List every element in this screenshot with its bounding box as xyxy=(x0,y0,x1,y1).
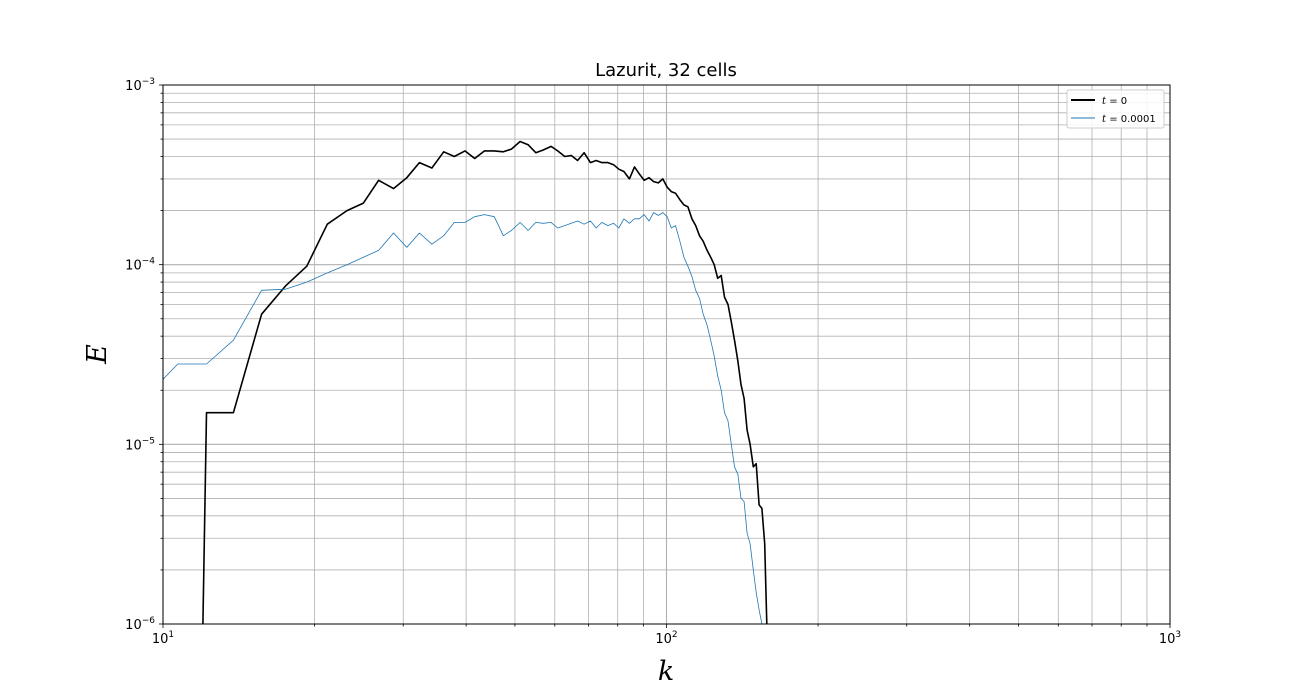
legend: t = 0 t = 0.0001 xyxy=(1066,89,1165,129)
y-tick-label: 10−3 xyxy=(125,77,155,94)
series-line-1 xyxy=(163,212,772,624)
chart-title: Lazurit, 32 cells xyxy=(595,60,737,81)
y-tick-label: 10−4 xyxy=(125,257,155,274)
y-axis-label: E xyxy=(82,344,113,365)
y-tick-label: 10−5 xyxy=(125,436,155,453)
x-tick-label: 101 xyxy=(152,630,174,647)
x-axis-label: k xyxy=(658,656,674,687)
legend-label-t0: t = 0 xyxy=(1102,96,1127,107)
legend-label-t0001: t = 0.0001 xyxy=(1102,114,1156,125)
series-line-0 xyxy=(202,140,768,624)
ticks: 101 102 103 10−6 10−5 10−4 10−3 xyxy=(125,77,1181,647)
grid xyxy=(162,84,1170,625)
x-tick-label: 103 xyxy=(1159,630,1181,647)
x-tick-label: 102 xyxy=(655,630,677,647)
y-tick-label: 10−6 xyxy=(125,616,155,633)
series-layer xyxy=(163,140,772,624)
